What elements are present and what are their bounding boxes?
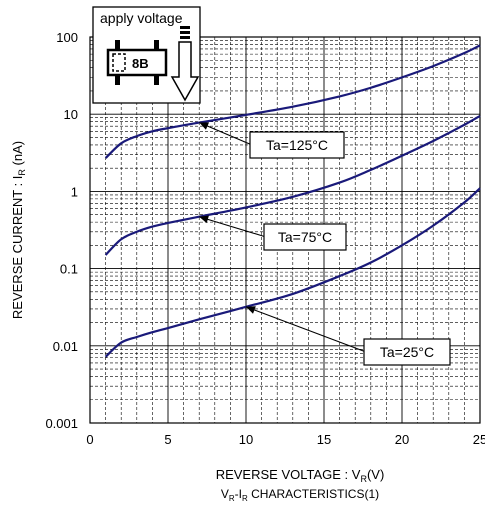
annotation-box bbox=[249, 131, 345, 159]
x-tick-label: 5 bbox=[164, 432, 171, 447]
x-tick-label: 25 bbox=[473, 432, 485, 447]
y-tick-label: 1 bbox=[71, 184, 78, 199]
annotation-leader bbox=[199, 216, 267, 238]
y-tick-label: 0.01 bbox=[53, 339, 78, 354]
y-tick-label: 0.001 bbox=[45, 416, 78, 431]
package-icon: 8B bbox=[106, 40, 168, 85]
x-tick-label: 0 bbox=[86, 432, 93, 447]
inset-apply-voltage: apply voltage 8B bbox=[92, 6, 201, 104]
x-axis-label: REVERSE VOLTAGE : VR(V) bbox=[216, 467, 385, 484]
annotation-leader bbox=[198, 122, 253, 146]
annotation-arrowhead bbox=[199, 215, 209, 224]
annotations-group: Ta=125°C Ta=75°C Ta=25°C bbox=[198, 122, 451, 366]
series-group bbox=[104, 44, 481, 358]
inset-title: apply voltage bbox=[100, 10, 183, 26]
y-tick-label: 100 bbox=[56, 30, 78, 45]
chart-caption: VR-IR CHARACTERISTICS(1) bbox=[221, 487, 379, 503]
x-tick-label: 10 bbox=[239, 432, 253, 447]
x-tick-labels: 0 5 10 15 20 25 bbox=[86, 432, 485, 447]
plot-frame bbox=[89, 36, 481, 424]
annotation-box bbox=[263, 223, 347, 251]
annotation-label: Ta=75°C bbox=[278, 229, 332, 245]
series-line bbox=[104, 44, 481, 159]
y-tick-label: 0.1 bbox=[60, 262, 78, 277]
annotation-arrowhead bbox=[199, 122, 210, 130]
down-arrow-icon bbox=[170, 26, 200, 102]
x-tick-label: 15 bbox=[317, 432, 331, 447]
package-code: 8B bbox=[132, 56, 149, 71]
series-line bbox=[104, 114, 481, 256]
annotation-leader bbox=[245, 306, 367, 353]
annotation-box bbox=[363, 338, 451, 366]
annotation-label: Ta=125°C bbox=[266, 137, 328, 153]
series-line bbox=[104, 187, 481, 358]
annotation-arrowhead bbox=[246, 306, 256, 314]
y-axis-label: REVERSE CURRENT : IR (nA) bbox=[10, 141, 27, 319]
y-tick-labels: 0.001 0.01 0.1 1 10 100 bbox=[45, 30, 78, 431]
annotation-label: Ta=25°C bbox=[380, 344, 434, 360]
x-tick-label: 20 bbox=[395, 432, 409, 447]
y-tick-label: 10 bbox=[64, 107, 78, 122]
